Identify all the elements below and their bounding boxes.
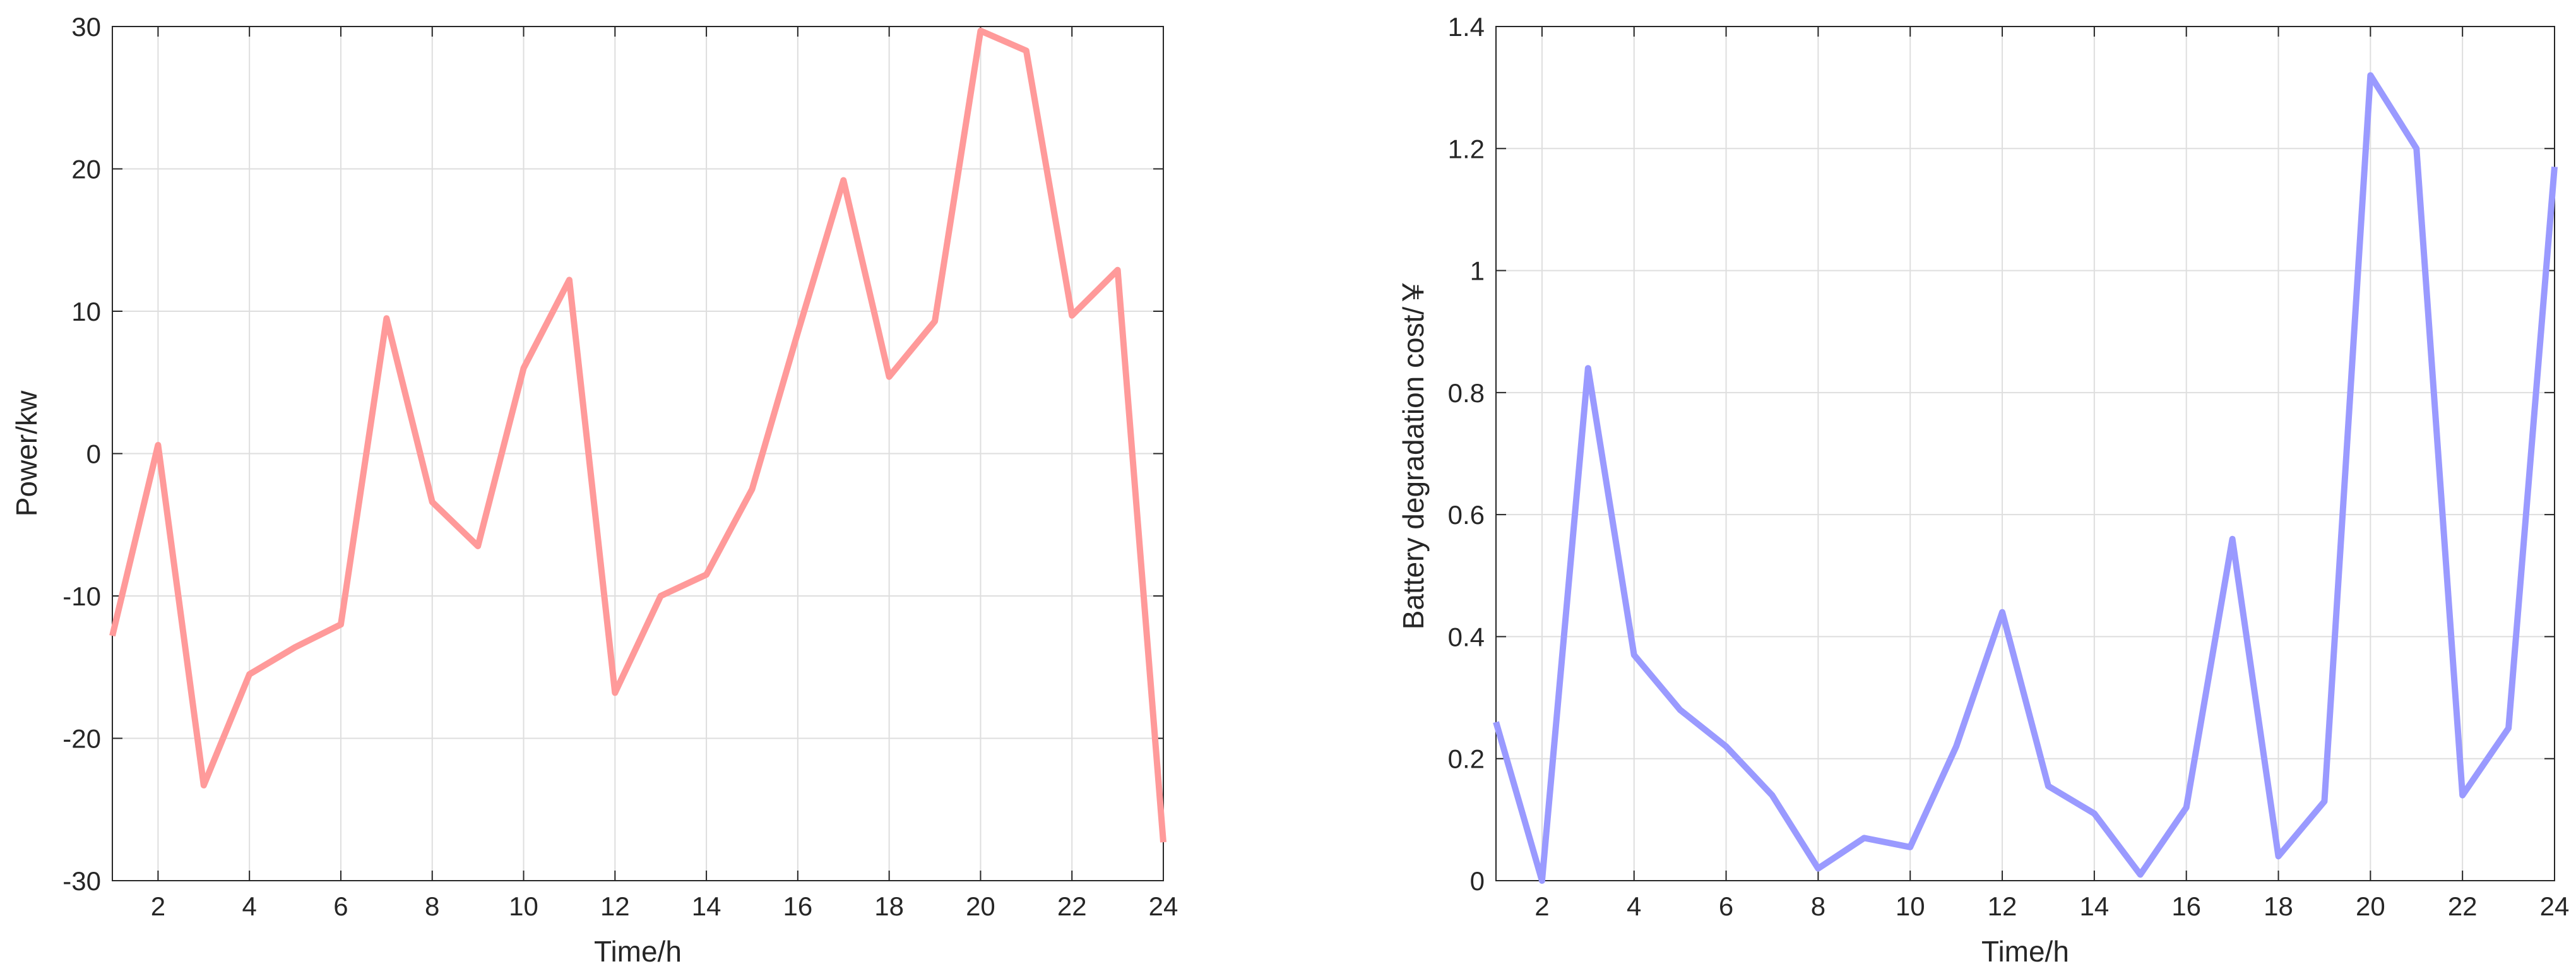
- x-tick-label: 22: [2448, 891, 2478, 921]
- x-tick-label: 4: [242, 891, 256, 921]
- x-tick-label: 12: [1988, 891, 2017, 921]
- x-tick-label: 20: [2356, 891, 2385, 921]
- y-tick-label: 0.4: [1448, 622, 1485, 652]
- x-tick-label: 24: [2540, 891, 2570, 921]
- x-tick-label: 18: [874, 891, 904, 921]
- x-tick-label: 8: [1811, 891, 1825, 921]
- x-axis-label: Time/h: [1981, 935, 2069, 968]
- y-tick-label: 20: [71, 155, 101, 184]
- y-tick-label: 10: [71, 297, 101, 326]
- x-tick-label: 6: [1719, 891, 1733, 921]
- x-tick-label: 20: [966, 891, 995, 921]
- x-tick-label: 10: [509, 891, 538, 921]
- x-tick-label: 10: [1896, 891, 1925, 921]
- y-tick-label: 1.2: [1448, 134, 1485, 164]
- battery-degradation-cost-chart: 2 4 6 8 10 12 14 16 18 20 22 2400.20.40.60.811.21.4…: [1397, 12, 2569, 968]
- y-axis-label: Battery degradation cost/￥: [1397, 278, 1430, 629]
- x-axis-label: Time/h: [594, 935, 682, 968]
- x-tick-label: 14: [692, 891, 721, 921]
- x-tick-label: 16: [2171, 891, 2201, 921]
- y-tick-label: -20: [62, 724, 101, 754]
- y-tick-label: 1.4: [1448, 12, 1485, 42]
- y-tick-label: 30: [71, 12, 101, 42]
- series-line: [109, 27, 1166, 843]
- y-tick-label: 0.6: [1448, 500, 1485, 530]
- y-tick-label: 0.2: [1448, 744, 1485, 774]
- x-tick-label: 4: [1627, 891, 1641, 921]
- y-tick-label: 0: [1470, 866, 1485, 896]
- x-tick-label: 16: [783, 891, 813, 921]
- x-tick-label: 2: [151, 891, 165, 921]
- y-tick-label: -10: [62, 581, 101, 611]
- y-tick-label: -30: [62, 866, 101, 896]
- power-chart: 2 4 6 8 10 12 14 16 18 20 22 24-30-20-100102030Time…: [10, 12, 1178, 968]
- x-tick-label: 12: [600, 891, 630, 921]
- x-tick-label: 22: [1057, 891, 1087, 921]
- axes-box: [1495, 26, 2555, 881]
- y-tick-label: 1: [1470, 256, 1485, 286]
- x-tick-label: 8: [425, 891, 439, 921]
- x-tick-label: 14: [2080, 891, 2110, 921]
- series-line: [1493, 72, 2558, 884]
- y-axis-label: Power/kw: [10, 390, 43, 516]
- y-tick-label: 0.8: [1448, 378, 1485, 408]
- x-tick-label: 6: [333, 891, 348, 921]
- x-tick-label: 18: [2264, 891, 2293, 921]
- y-tick-label: 0: [86, 439, 101, 469]
- x-tick-label: 2: [1534, 891, 1549, 921]
- x-tick-label: 24: [1149, 891, 1178, 921]
